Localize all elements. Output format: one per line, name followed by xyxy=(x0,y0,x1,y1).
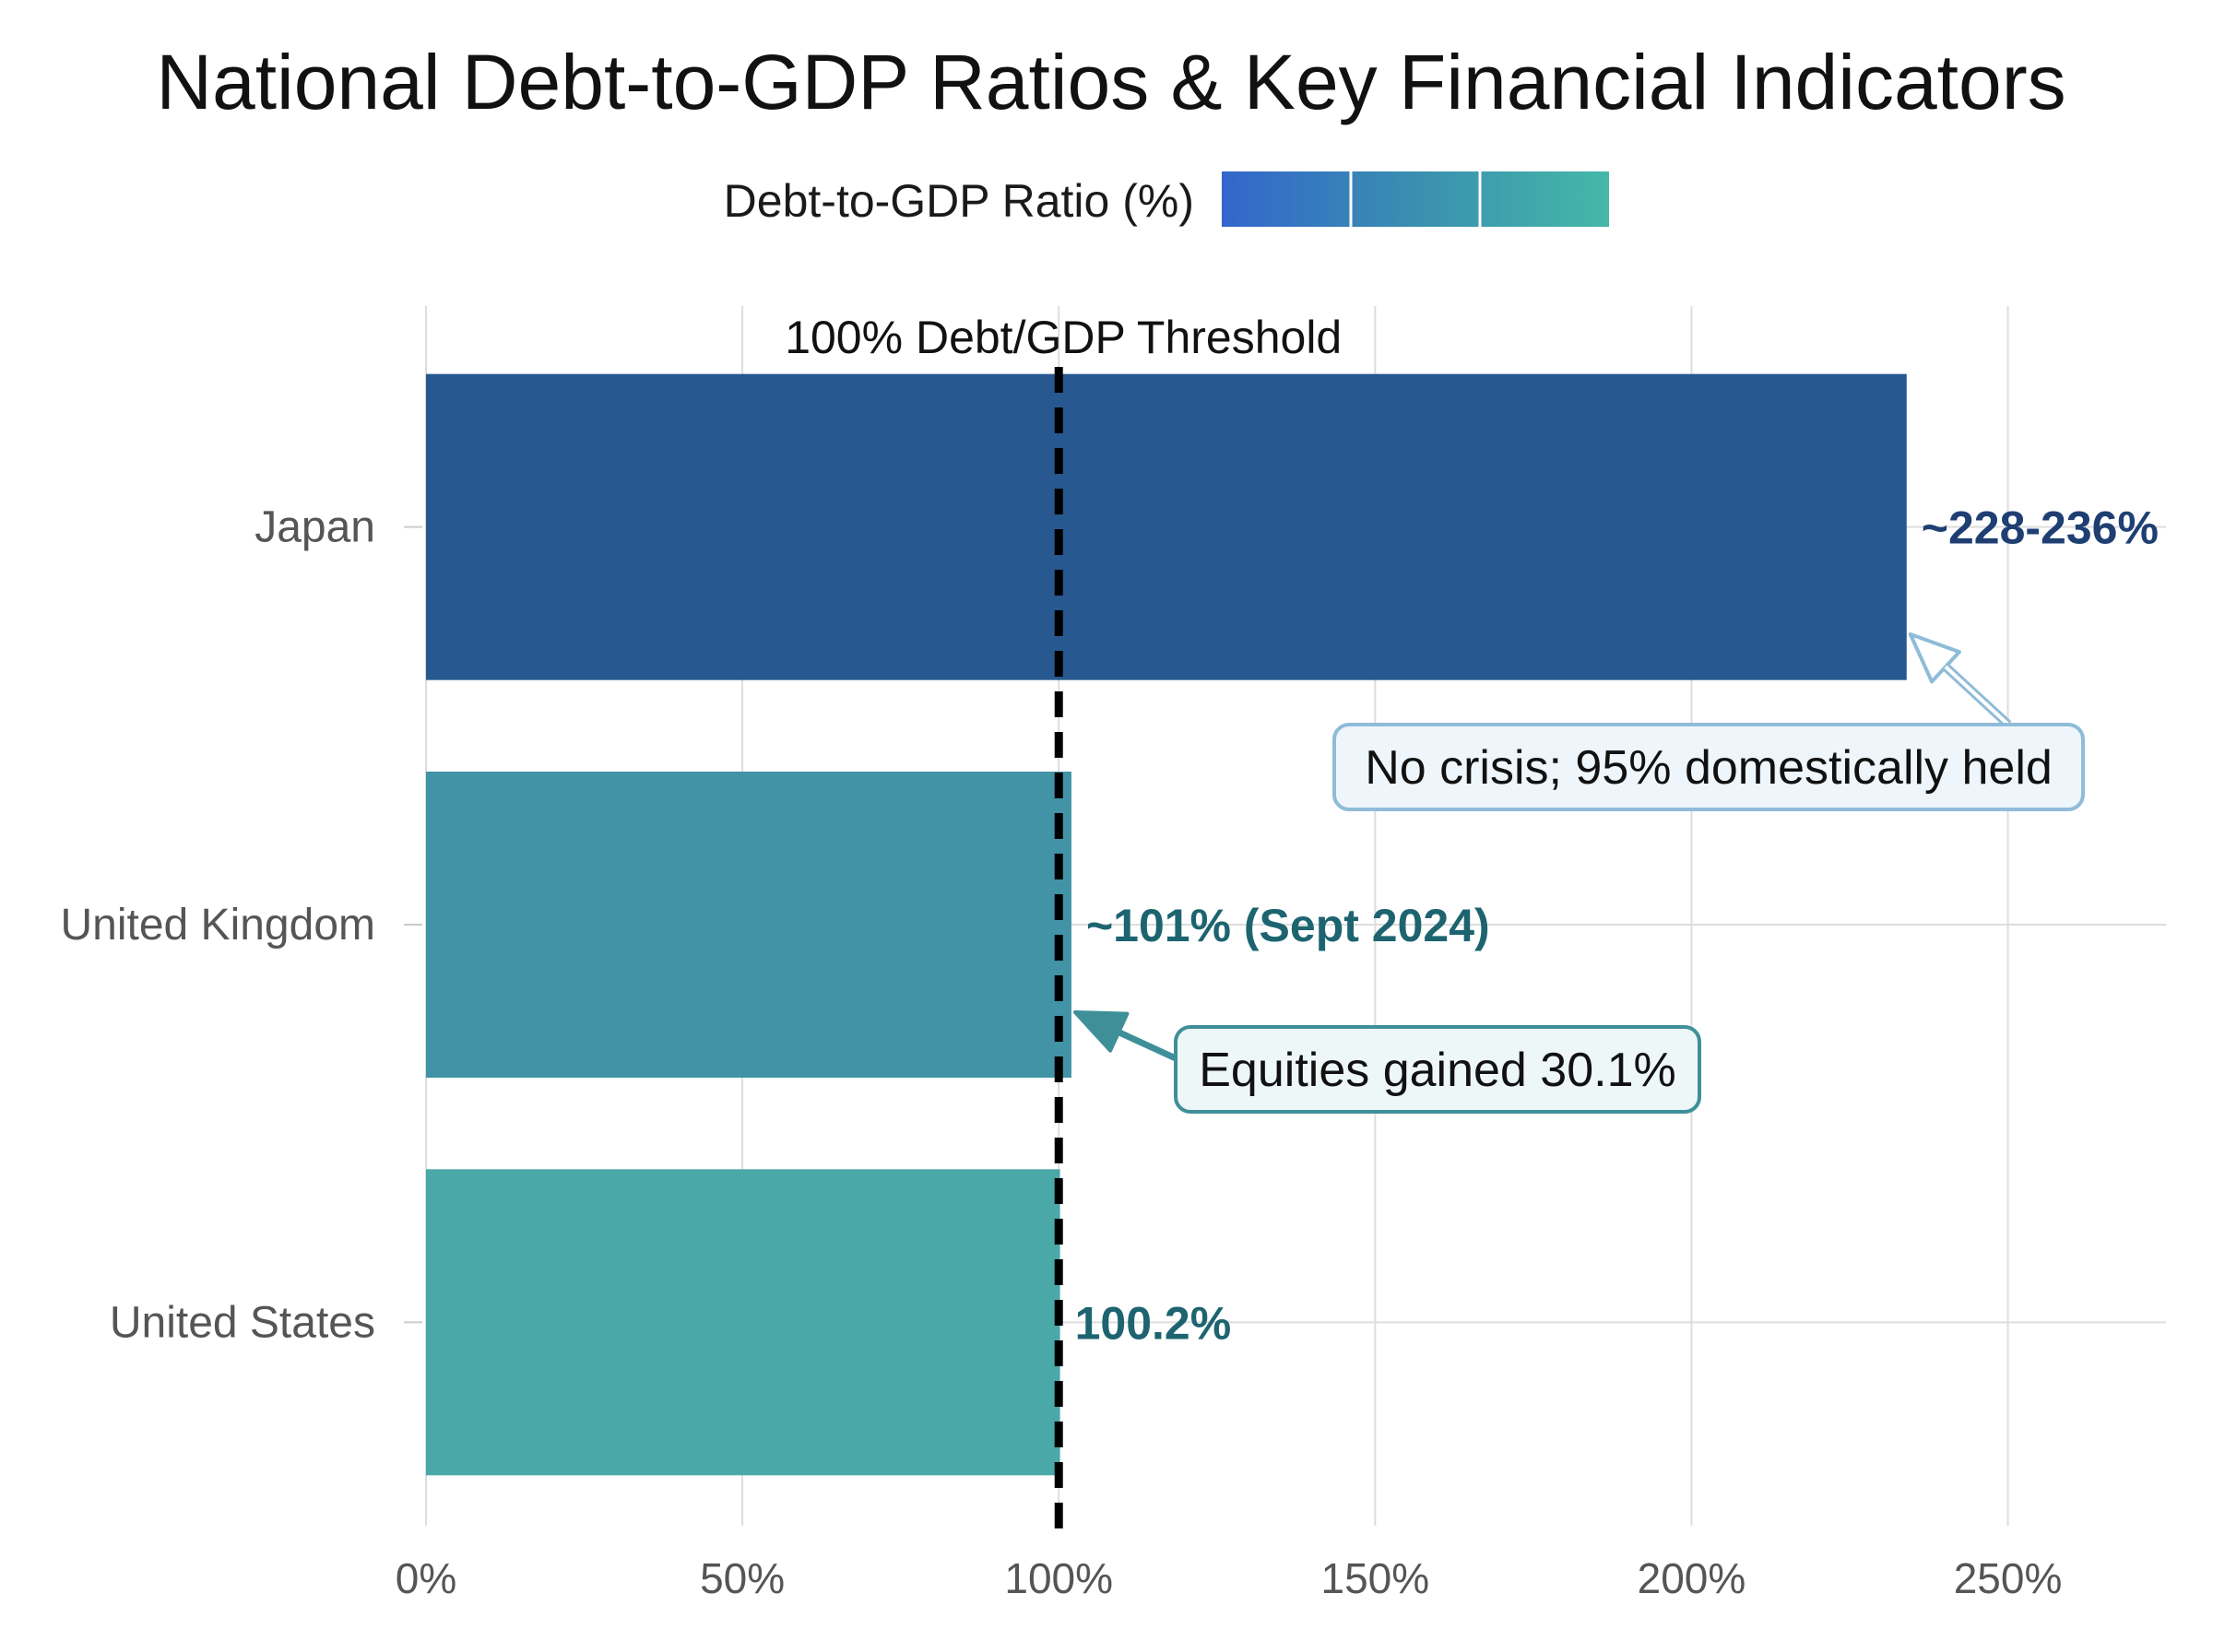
bar-japan xyxy=(426,373,1907,680)
x-tick-label: 200% xyxy=(1638,1554,1746,1602)
legend-colorbar xyxy=(1222,171,1609,227)
annotation-text: Equities gained 30.1% xyxy=(1199,1044,1676,1097)
labels: 0% 50% 100% 150% 200% 250% Japan ~228-236% Unite… xyxy=(60,502,2158,1602)
bar-united-states xyxy=(426,1169,1060,1476)
x-tick-label: 50% xyxy=(700,1554,785,1602)
bar-united-kingdom xyxy=(426,772,1071,1078)
bars xyxy=(426,373,1907,1476)
annotation-arrow xyxy=(1117,1029,1178,1062)
x-tick-label: 150% xyxy=(1321,1554,1430,1602)
legend-label: Debt-to-GDP Ratio (%) xyxy=(724,175,1194,227)
threshold-label: 100% Debt/GDP Threshold xyxy=(785,312,1342,363)
x-tick-label: 250% xyxy=(1954,1554,2063,1602)
annotation-text: No crisis; 95% domestically held xyxy=(1365,741,2053,795)
annotation-box xyxy=(1174,1025,1701,1114)
annotation-box xyxy=(1332,723,2085,811)
category-label: United States xyxy=(110,1298,375,1347)
legend: Debt-to-GDP Ratio (%) xyxy=(724,171,1609,227)
value-label: ~228-236% xyxy=(1922,502,2159,554)
chart-title: National Debt-to-GDP Ratios & Key Financ… xyxy=(156,39,2065,125)
category-label: Japan xyxy=(254,503,375,552)
x-tick-label: 0% xyxy=(396,1554,456,1602)
annotation-arrow-inner xyxy=(1944,665,2010,726)
threshold: 100% Debt/GDP Threshold xyxy=(785,312,1342,1530)
value-label: 100.2% xyxy=(1075,1297,1232,1349)
x-tick-label: 100% xyxy=(1004,1554,1113,1602)
annotations: No crisis; 95% domestically held Equities… xyxy=(1073,632,2085,1114)
category-label: United Kingdom xyxy=(60,901,375,950)
annotation-arrowhead xyxy=(1073,1010,1130,1053)
value-label: ~101% (Sept 2024) xyxy=(1086,900,1490,951)
